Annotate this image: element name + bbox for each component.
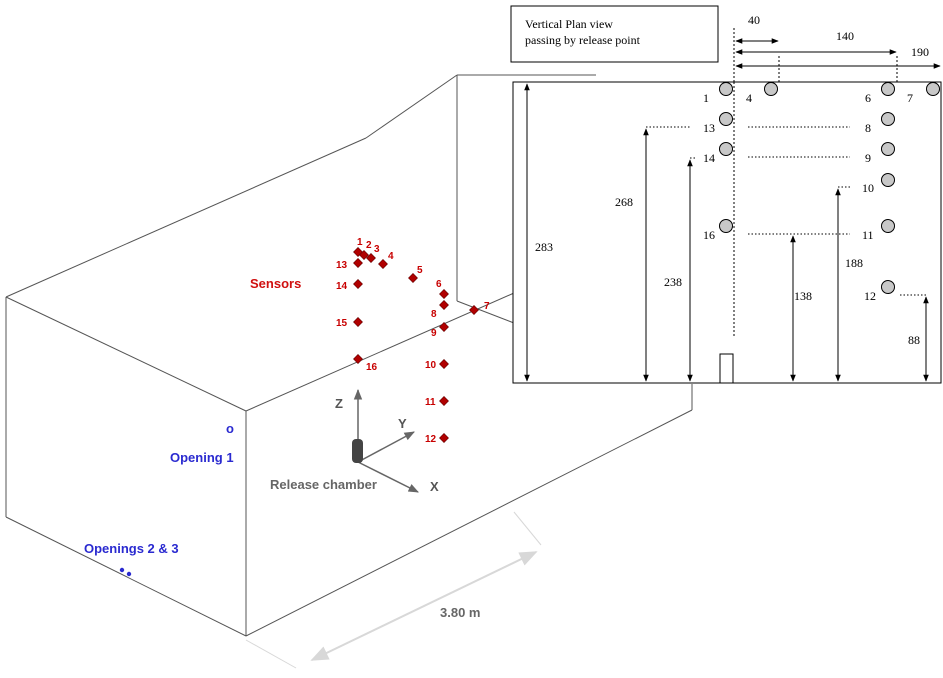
sensor-marker-3d	[469, 305, 479, 315]
sensor-number-3d: 15	[336, 318, 348, 329]
plan-dim-140: 140	[836, 29, 854, 43]
axis-z-label: Z	[335, 396, 343, 411]
opening3-dot	[126, 571, 132, 577]
room-dimension-lines	[245, 511, 542, 669]
axis-y-label: Y	[398, 416, 407, 431]
plan-height-138: 138	[794, 289, 812, 303]
plan-dim-40: 40	[748, 13, 760, 27]
sensor-number-3d: 2	[366, 240, 372, 251]
plan-label-4: 4	[746, 91, 752, 105]
sensor-marker-3d	[353, 317, 363, 327]
plan-height-268: 268	[615, 195, 633, 209]
sensor-marker-3d	[439, 359, 449, 369]
plan-height-88: 88	[908, 333, 920, 347]
sensors-label: Sensors	[250, 276, 301, 291]
sensor-marker-3d	[439, 289, 449, 299]
plan-sensor-circles	[719, 82, 940, 294]
sensor-number-3d: 5	[417, 265, 423, 276]
sensor-number-3d: 7	[484, 301, 490, 312]
plan-label-13: 13	[703, 121, 715, 135]
sensor-marker-3d	[353, 354, 363, 364]
plan-label-1: 1	[703, 91, 709, 105]
plan-title-line1: Vertical Plan view	[525, 17, 613, 31]
sensor-number-3d: 10	[425, 360, 437, 371]
plan-top-dimensions	[733, 28, 941, 82]
plan-leader-lines	[646, 126, 926, 296]
plan-height-arrows	[524, 83, 929, 382]
plan-label-8: 8	[865, 121, 871, 135]
plan-label-11: 11	[862, 228, 874, 242]
sensor-marker-3d	[439, 433, 449, 443]
sensor-number-3d: 12	[425, 434, 437, 445]
plan-height-238: 238	[664, 275, 682, 289]
sensor-number-3d: 11	[425, 397, 436, 408]
sensor-number-3d: 9	[431, 328, 437, 339]
sensor-marker-3d	[359, 250, 369, 260]
openings23-label: Openings 2 & 3	[84, 541, 179, 556]
sensor-number-3d: 13	[336, 260, 348, 271]
opening2-dot	[119, 567, 125, 573]
plan-title-line2: passing by release point	[525, 33, 641, 47]
sensor-number-3d: 3	[374, 244, 380, 255]
plan-label-9: 9	[865, 151, 871, 165]
plan-release-chamber	[719, 353, 734, 384]
plan-label-12: 12	[864, 289, 876, 303]
release-chamber-label: Release chamber	[270, 477, 377, 492]
opening1-label: Opening 1	[170, 450, 234, 465]
plan-label-7: 7	[907, 91, 913, 105]
plan-label-14: 14	[703, 151, 715, 165]
plan-dim-190: 190	[911, 45, 929, 59]
sensor-marker-3d	[439, 396, 449, 406]
axis-x-label: X	[430, 479, 439, 494]
sensor-number-3d: 1	[357, 237, 363, 248]
sensor-marker-3d	[353, 258, 363, 268]
plan-title-box	[510, 5, 719, 63]
sensor-marker-3d	[439, 300, 449, 310]
plan-height-283: 283	[535, 240, 553, 254]
plan-label-6: 6	[865, 91, 871, 105]
opening1-marker: o	[226, 421, 234, 436]
sensor-marker-3d	[439, 322, 449, 332]
sensor-marker-3d	[408, 273, 418, 283]
release-chamber-cylinder	[352, 439, 363, 463]
sensor-marker-3d	[378, 259, 388, 269]
plan-label-16: 16	[703, 228, 715, 242]
sensor-number-3d: 14	[336, 281, 348, 292]
sensor-number-3d: 6	[436, 279, 442, 290]
plan-height-188: 188	[845, 256, 863, 270]
sensor-marker-3d	[353, 279, 363, 289]
plan-label-10: 10	[862, 181, 874, 195]
sensor-number-3d: 16	[366, 362, 378, 373]
sensor-number-3d: 8	[431, 309, 437, 320]
room-dimension-label: 3.80 m	[440, 605, 480, 620]
sensor-marker-3d	[366, 253, 376, 263]
sensor-number-3d: 4	[388, 251, 394, 262]
